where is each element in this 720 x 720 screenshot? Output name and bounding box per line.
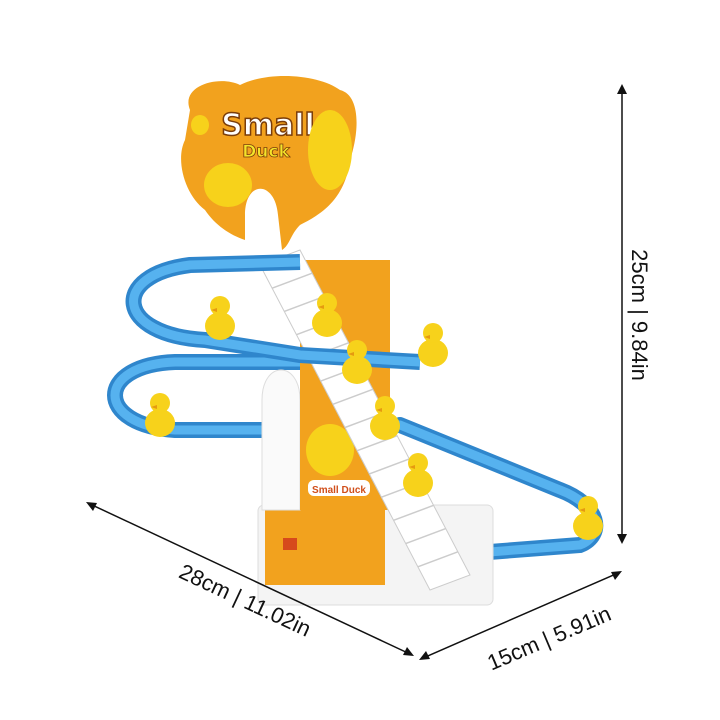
power-switch <box>283 538 297 550</box>
base-label: Small Duck <box>312 485 366 496</box>
duck-figure <box>342 340 372 384</box>
duck-figure <box>418 323 448 367</box>
duck-figure <box>205 296 235 340</box>
sign-subtitle: Duck <box>242 142 290 162</box>
width-label: 15cm | 5.91in <box>484 601 615 675</box>
stair-step <box>271 272 313 289</box>
stair-step <box>405 527 446 545</box>
duck-figure <box>145 393 175 437</box>
duck-face-decal <box>204 163 252 207</box>
duck-figure <box>312 293 342 337</box>
stair-step <box>369 458 410 475</box>
duck-decal <box>308 110 352 190</box>
sign-board: Small Duck <box>181 75 357 250</box>
toy-tower: Small Duck <box>261 260 390 511</box>
height-label: 25cm | 9.84in <box>627 249 652 381</box>
width-dimension-line <box>422 572 619 659</box>
stair-step <box>284 295 325 313</box>
sign-title: Small <box>221 108 315 143</box>
upper-track <box>125 254 421 370</box>
duck-figure <box>403 453 433 497</box>
stair-step <box>393 504 434 522</box>
stair-step <box>332 388 374 405</box>
dimension-lines <box>86 84 627 660</box>
small-duck-decal <box>191 115 209 135</box>
duck-figure <box>370 396 400 440</box>
ducks <box>145 293 603 540</box>
stair-step <box>417 551 459 568</box>
duck-face-decal <box>306 424 354 476</box>
duck-figure <box>573 496 603 540</box>
length-dimension-line <box>89 503 411 655</box>
